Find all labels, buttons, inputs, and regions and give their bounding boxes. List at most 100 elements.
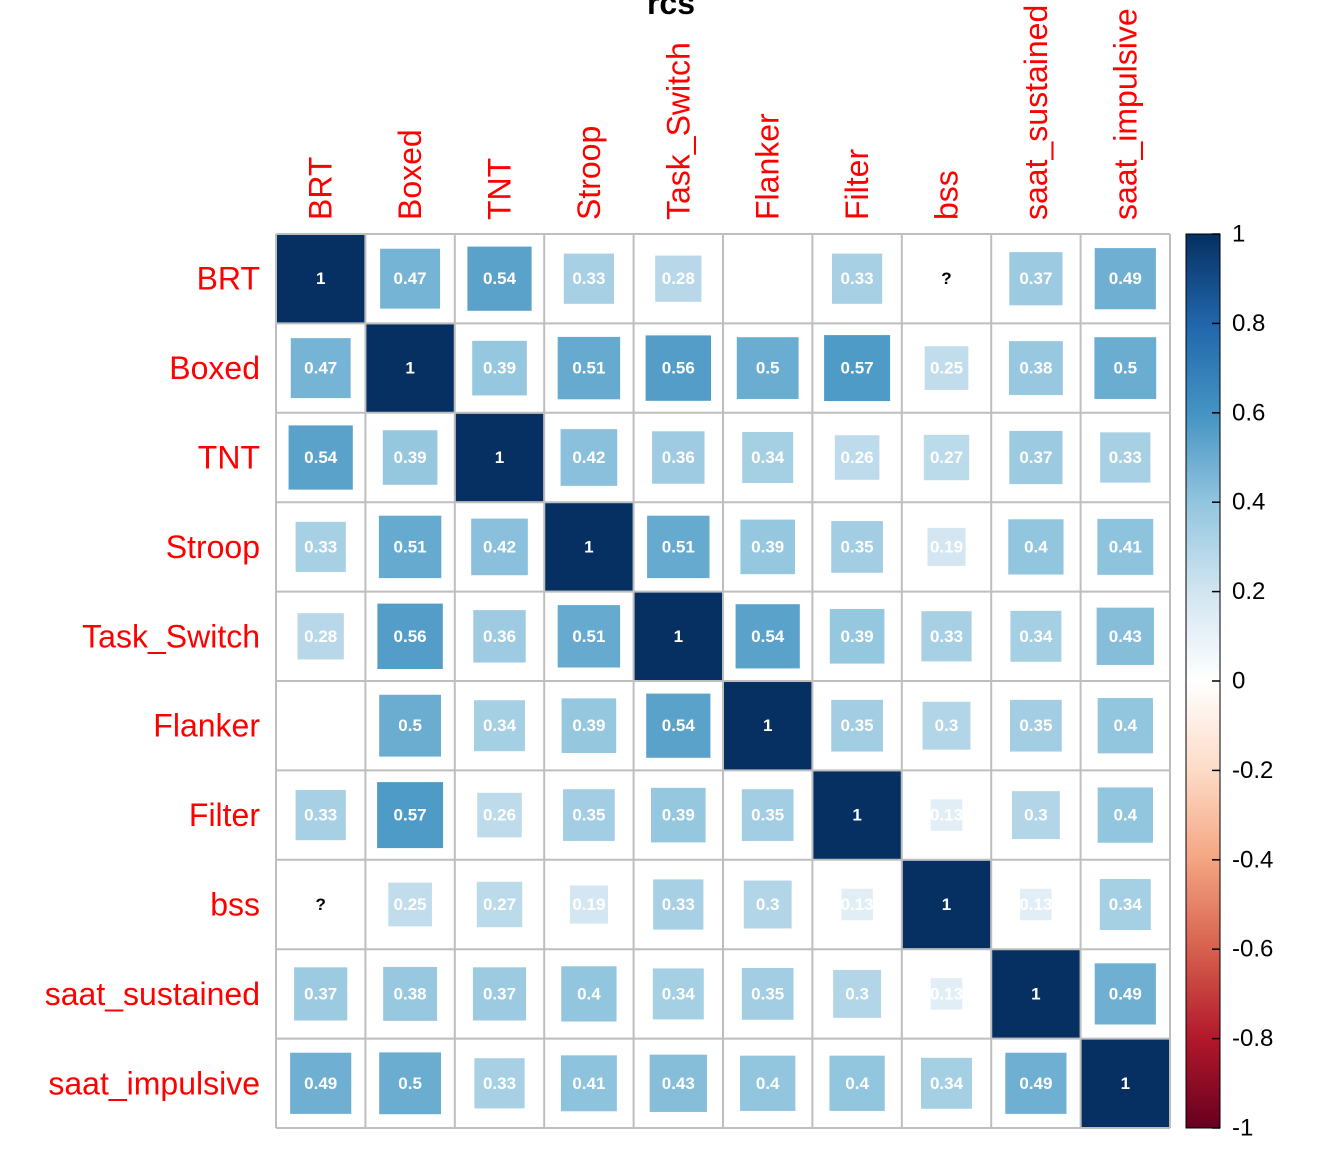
cell-saat_impulsive-Filter: 0.4 (829, 1055, 885, 1111)
cell-value-label: 0.42 (483, 537, 516, 556)
column-label-Stroop: Stroop (571, 126, 607, 220)
cell-Boxed-Filter: 0.57 (824, 335, 891, 402)
cell-TNT-Task_Switch: 0.36 (652, 431, 705, 484)
cell-Task_Switch-TNT: 0.36 (473, 610, 526, 663)
cell-square (388, 882, 432, 927)
cell-square (288, 425, 353, 490)
cell-bss-Stroop: 0.19 (569, 885, 608, 924)
cell-value-label: 0.38 (394, 984, 427, 1003)
cell-value-label: 0.33 (483, 1074, 516, 1093)
cell-saat_sustained-saat_impulsive: 0.49 (1094, 963, 1156, 1025)
cell-value-label: 0.33 (662, 895, 695, 914)
cell-square (561, 966, 617, 1022)
cell-value-label: 0.34 (930, 1074, 964, 1093)
cell-value-label: 1 (942, 895, 951, 914)
cell-TNT-Boxed: 0.39 (382, 430, 438, 485)
correlation-cells: 1 0.47 0.54 0.33 0.28 0 0.33? 0.37 0.49 0.47 1 0.39… (277, 235, 1169, 1127)
cell-value-label: 0.28 (304, 627, 337, 646)
cell-bss-saat_impulsive: 0.34 (1099, 879, 1151, 930)
cell-value-label: 1 (495, 448, 504, 467)
cell-value-label: 0.19 (572, 895, 605, 914)
cell-value-label: 0.3 (845, 984, 869, 1003)
cell-saat_sustained-saat_sustained: 1 (992, 950, 1080, 1038)
cell-value-label: 0.39 (841, 627, 874, 646)
cell-Stroop-BRT: 0.33 (295, 521, 346, 573)
row-label-saat_impulsive: saat_impulsive (48, 1065, 260, 1101)
cell-value-label: 0.39 (394, 448, 427, 467)
cell-square (474, 700, 525, 752)
cell-Boxed-TNT: 0.39 (472, 340, 527, 396)
cell-Filter-Filter: 1 (813, 771, 901, 859)
cell-saat_sustained-TNT: 0.37 (472, 967, 527, 1021)
cell-Stroop-saat_sustained: 0.4 (1008, 519, 1064, 575)
cell-value-label: 0.25 (394, 895, 427, 914)
cell-square (377, 782, 444, 849)
cell-square (382, 430, 438, 485)
cell-square (467, 246, 532, 311)
cell-square (647, 515, 710, 579)
cell-value-label: 0.5 (756, 359, 780, 378)
cell-Stroop-Task_Switch: 0.51 (647, 515, 710, 579)
cell-saat_sustained-Filter: 0.3 (833, 969, 882, 1018)
cell-value-label: 0.35 (751, 984, 784, 1003)
cell-value-label: 0.4 (1113, 806, 1137, 825)
cell-value-label: 1 (1031, 984, 1040, 1003)
cell-Flanker-Boxed: 0.5 (379, 694, 442, 757)
color-legend-tick-label: 1 (1232, 221, 1245, 248)
cell-square (295, 789, 346, 841)
cell-saat_sustained-Task_Switch: 0.34 (652, 968, 704, 1020)
cell-value-label: 0.3 (935, 716, 959, 735)
cell-square (645, 335, 712, 401)
cell-value-label: 0.49 (1109, 984, 1142, 1003)
cell-square (294, 967, 348, 1021)
cell-value-label: 0.33 (304, 537, 337, 556)
color-legend-tick-label: 0.8 (1232, 310, 1265, 337)
cell-value-label: 0.33 (930, 627, 963, 646)
cell-bss-saat_sustained: 0.13 (1019, 888, 1052, 921)
cell-value-label: 0.13 (841, 895, 874, 914)
cell-square (646, 693, 711, 758)
color-legend: 1 0.8 0.6 0.4 0.2 0 -0.2 -0.4 -0.6 -0.8 -1 (1185, 221, 1273, 1142)
cell-square (741, 789, 794, 841)
cell-Boxed-Flanker: 0.5 (736, 337, 799, 400)
cell-value-label: 0.33 (1109, 448, 1142, 467)
cell-square (649, 1054, 707, 1112)
cell-value-label: 0.57 (841, 359, 874, 378)
cell-TNT-TNT: 1 (455, 413, 544, 502)
cell-value-label: 0.26 (841, 448, 874, 467)
cell-value-label: 0.27 (483, 895, 516, 914)
cell-square (655, 255, 702, 302)
cell-Flanker-BRT: 0 (316, 716, 325, 735)
cell-value-label: 0.28 (662, 269, 695, 288)
cell-value-label: 0.3 (756, 895, 780, 914)
color-legend-tick-label: 0.6 (1232, 399, 1265, 426)
cell-Task_Switch-bss: 0.33 (921, 611, 972, 662)
cell-value-label: 0.25 (930, 359, 963, 378)
cell-square (740, 1055, 796, 1111)
cell-value-label: 0.37 (1019, 269, 1052, 288)
row-label-BRT: BRT (197, 261, 260, 297)
color-legend-tick-label: 0.4 (1232, 489, 1265, 516)
cell-value-label: 0.43 (1109, 627, 1142, 646)
cell-Filter-bss: 0.13 (930, 799, 963, 831)
cell-square (724, 682, 812, 770)
cell-value-label: 0.4 (577, 984, 601, 1003)
cell-TNT-BRT: 0.54 (288, 425, 353, 490)
cell-value-label: 0.36 (662, 448, 695, 467)
cell-value-label: 0.37 (483, 984, 516, 1003)
cell-value-label: 0.35 (841, 537, 874, 556)
cell-value-label: 0.35 (572, 806, 605, 825)
cell-square (474, 1058, 525, 1109)
cell-value-label: 0.34 (1019, 627, 1053, 646)
cell-square (927, 527, 966, 566)
cell-value-label: 0.33 (841, 269, 874, 288)
cell-square (634, 592, 722, 680)
cell-Task_Switch-Stroop: 0.51 (557, 605, 621, 668)
cell-bss-Filter: 0.13 (841, 888, 874, 921)
cell-value-label: 0.35 (751, 806, 784, 825)
cell-value-label: 1 (584, 537, 593, 556)
cell-square (813, 771, 901, 859)
cell-square (1097, 518, 1154, 575)
cell-square (736, 337, 799, 400)
row-labels: BRT Boxed TNT Stroop Task_Switch Flanker Filte… (45, 261, 261, 1102)
